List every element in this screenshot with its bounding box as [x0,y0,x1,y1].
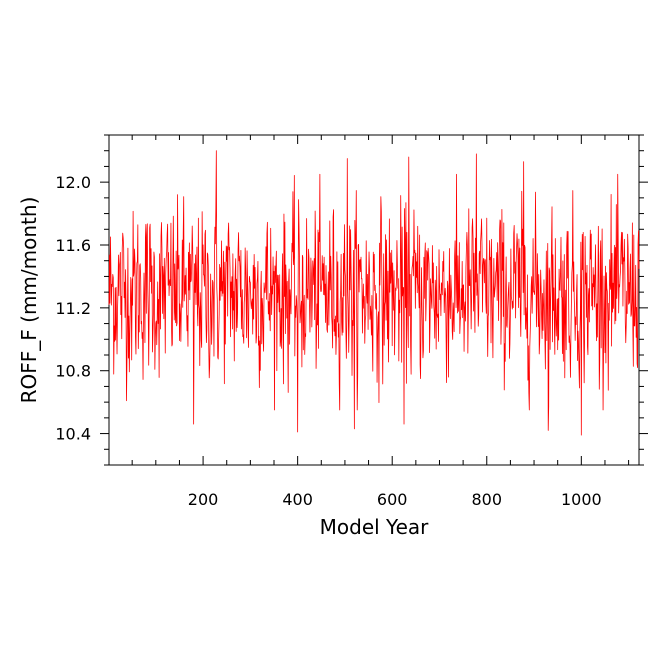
series-layer [108,150,640,436]
y-axis-label: ROFF_F (mm/month) [17,197,41,404]
x-tick-label: 600 [377,490,408,509]
ticks-layer [100,134,648,466]
x-tick-label: 1000 [561,490,602,509]
x-tick-label: 400 [282,490,313,509]
x-tick-label: 800 [471,490,502,509]
y-tick-label: 10.8 [55,362,91,381]
x-axis-label: Model Year [320,515,430,539]
y-tick-label: 11.6 [55,236,91,255]
y-tick-label: 12.0 [55,173,91,192]
y-tick-label: 11.2 [55,299,91,318]
x-tick-label: 200 [188,490,219,509]
series-line [108,150,640,436]
labels-layer: 200 400 600 800 1000 10.4 10.8 11.2 11.6 12.0 [55,173,601,509]
y-tick-label: 10.4 [55,425,91,444]
